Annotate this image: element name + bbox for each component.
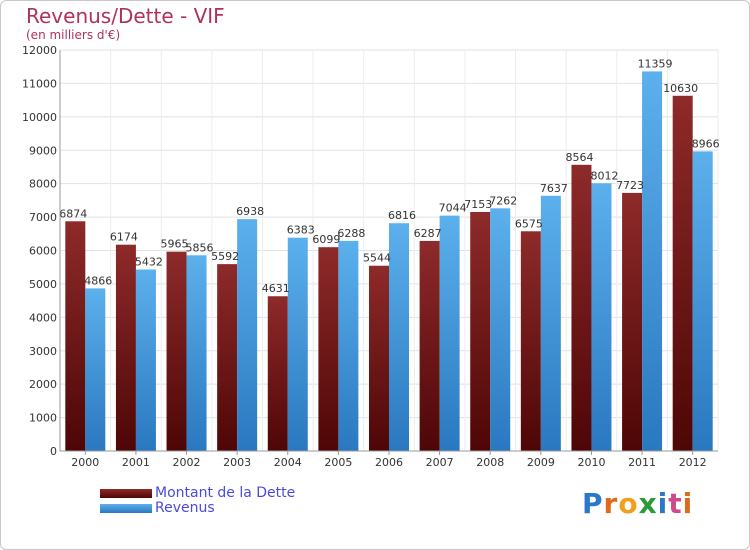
data-label: 6816 [388, 209, 416, 222]
x-tick-label: 2004 [274, 456, 302, 469]
bar-revenus [642, 71, 663, 452]
x-tick-label: 2012 [679, 456, 707, 469]
y-tick-label: 1000 [29, 412, 57, 425]
bar-revenus [186, 255, 207, 451]
data-label: 7637 [540, 182, 568, 195]
data-label: 6099 [312, 233, 340, 246]
data-label: 6874 [59, 207, 87, 220]
bar-dette [65, 221, 86, 451]
data-label: 6575 [515, 217, 543, 230]
legend-swatch-dette [100, 489, 152, 498]
bar-dette [267, 296, 288, 451]
x-tick-label: 2008 [476, 456, 504, 469]
y-tick-label: 7000 [29, 211, 57, 224]
bar-dette [672, 95, 693, 452]
data-label: 5544 [363, 252, 391, 265]
y-tick-label: 6000 [29, 245, 57, 258]
data-label: 8564 [565, 151, 593, 164]
y-tick-label: 5000 [29, 278, 57, 291]
data-label: 6174 [110, 231, 138, 244]
proxiti-logo: Proxiti [582, 487, 693, 520]
bar-dette [520, 231, 541, 451]
data-label: 7723 [616, 179, 644, 192]
x-tick-label: 2003 [223, 456, 251, 469]
bar-revenus [591, 183, 612, 451]
x-tick-label: 2001 [122, 456, 150, 469]
logo-letter: r [603, 487, 619, 520]
data-label: 8012 [590, 169, 618, 182]
bar-dette [318, 247, 339, 451]
bar-revenus [338, 240, 359, 451]
data-label: 11359 [638, 57, 673, 70]
bar-revenus [287, 237, 308, 451]
data-label: 6938 [236, 205, 264, 218]
bar-dette [571, 164, 592, 451]
y-tick-label: 8000 [29, 178, 57, 191]
x-tick-label: 2000 [71, 456, 99, 469]
x-tick-label: 2007 [426, 456, 454, 469]
y-tick-label: 9000 [29, 144, 57, 157]
data-label: 10630 [663, 82, 698, 95]
chart-subtitle: (en milliers d'€) [26, 28, 121, 42]
x-tick-label: 2009 [527, 456, 555, 469]
legend-swatch-revenus [100, 504, 152, 513]
y-tick-label: 4000 [29, 311, 57, 324]
data-label: 5592 [211, 250, 239, 263]
y-tick-label: 3000 [29, 345, 57, 358]
logo-letter: i [682, 487, 694, 520]
y-tick-label: 2000 [29, 378, 57, 391]
bar-revenus [692, 151, 713, 451]
bar-dette [419, 240, 440, 451]
logo-letter: x [638, 487, 658, 520]
logo-letter: i [657, 487, 669, 520]
legend-label-dette: Montant de la Dette [155, 485, 296, 501]
bar-revenus [85, 288, 106, 451]
bar-revenus [490, 208, 511, 451]
bar-revenus [439, 215, 460, 451]
logo-letter: t [668, 487, 683, 520]
data-label: 6288 [337, 227, 365, 240]
bar-dette [217, 264, 238, 451]
x-tick-label: 2010 [577, 456, 605, 469]
bar-revenus [237, 219, 258, 451]
chart-title: Revenus/Dette - VIF [26, 4, 225, 28]
data-label: 5432 [135, 255, 163, 268]
bar-dette [115, 244, 136, 451]
data-label: 6383 [287, 224, 315, 237]
data-label: 5965 [161, 238, 189, 251]
data-label: 5856 [186, 241, 214, 254]
data-label: 6287 [414, 227, 442, 240]
x-tick-label: 2002 [173, 456, 201, 469]
bar-dette [622, 192, 643, 451]
bar-revenus [540, 195, 561, 451]
x-tick-label: 2006 [375, 456, 403, 469]
bar-revenus [389, 223, 409, 451]
legend-label-revenus: Revenus [155, 500, 215, 516]
logo-letter: o [618, 487, 639, 520]
bar-dette [369, 265, 389, 451]
data-label: 8966 [692, 137, 720, 150]
y-tick-label: 10000 [22, 111, 57, 124]
y-tick-label: 11000 [22, 77, 57, 90]
bar-revenus [135, 269, 156, 451]
data-label: 4866 [84, 274, 112, 287]
y-tick-label: 0 [50, 445, 57, 458]
data-label: 7044 [439, 202, 467, 215]
bar-dette [470, 211, 491, 451]
data-label: 7153 [464, 198, 492, 211]
bar-dette [166, 251, 187, 451]
logo-letter: P [582, 487, 604, 520]
y-tick-label: 12000 [22, 44, 57, 57]
x-tick-label: 2011 [628, 456, 656, 469]
data-label: 7262 [489, 194, 517, 207]
x-tick-label: 2005 [324, 456, 352, 469]
data-label: 4631 [262, 282, 290, 295]
